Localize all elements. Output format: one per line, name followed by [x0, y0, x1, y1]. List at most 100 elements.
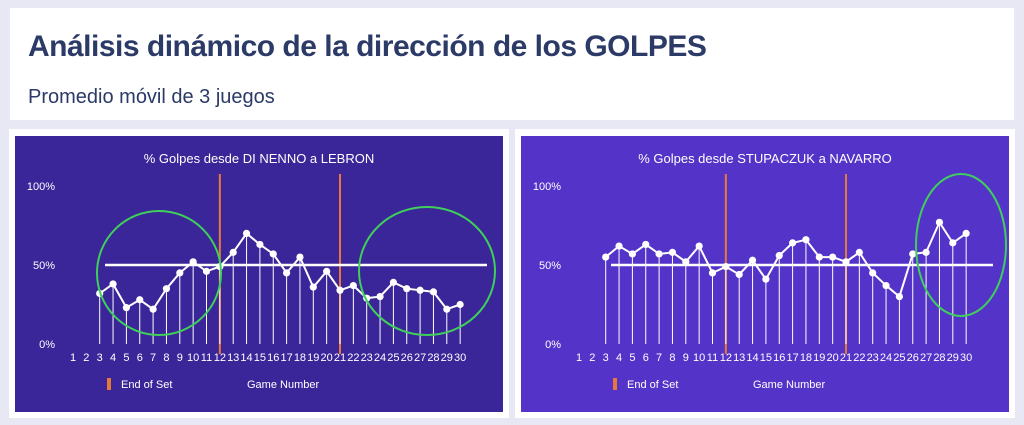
- x-tick-label: 25: [387, 352, 399, 364]
- data-point: [922, 248, 930, 256]
- data-point: [642, 240, 650, 249]
- x-tick-label: 6: [643, 352, 649, 364]
- x-tick-label: 21: [840, 352, 852, 364]
- data-point: [735, 270, 743, 279]
- data-point: [855, 248, 863, 256]
- data-point: [949, 239, 957, 247]
- x-tick-label: 19: [813, 352, 825, 364]
- x-tick-label: 12: [720, 352, 732, 364]
- x-tick-label: 14: [746, 352, 758, 364]
- data-point: [256, 240, 264, 249]
- x-tick-label: 5: [123, 352, 129, 364]
- x-tick-label: 2: [83, 352, 89, 364]
- x-tick-label: 9: [683, 352, 689, 364]
- data-point: [722, 262, 730, 271]
- data-point: [122, 304, 130, 312]
- legend-marker: [613, 378, 617, 390]
- x-tick-label: 22: [347, 352, 359, 364]
- x-tick-label: 11: [201, 352, 212, 364]
- x-tick-label: 7: [656, 352, 662, 364]
- data-point: [403, 285, 411, 293]
- data-point: [269, 250, 277, 258]
- data-point: [189, 258, 197, 266]
- x-tick-label: 29: [441, 352, 453, 364]
- data-point: [695, 242, 703, 250]
- chart-title: % Golpes desde STUPACZUK a NAVARRO: [638, 151, 892, 166]
- data-point: [429, 288, 438, 296]
- x-tick-label: 13: [227, 352, 239, 364]
- x-tick-label: 24: [374, 352, 386, 364]
- x-axis-label: Game Number: [753, 379, 825, 391]
- data-point: [802, 236, 810, 244]
- data-point: [296, 253, 304, 261]
- y-tick-label: 100%: [27, 181, 55, 193]
- x-tick-label: 18: [800, 352, 812, 364]
- x-tick-label: 8: [669, 352, 675, 364]
- data-point: [909, 250, 917, 258]
- x-tick-label: 23: [361, 352, 373, 364]
- x-tick-label: 26: [907, 352, 919, 364]
- y-tick-label: 50%: [539, 260, 561, 272]
- data-point: [242, 229, 251, 237]
- data-point: [815, 253, 823, 261]
- data-point: [668, 248, 677, 256]
- data-point: [708, 269, 717, 277]
- x-tick-label: 10: [187, 352, 199, 364]
- x-tick-label: 7: [150, 352, 156, 364]
- x-tick-label: 9: [177, 352, 183, 364]
- x-tick-label: 16: [773, 352, 785, 364]
- chart-panel-left: % Golpes desde DI NENNO a LEBRON 0% 50% 100…: [9, 129, 509, 418]
- data-point: [416, 286, 424, 294]
- data-point: [456, 300, 464, 309]
- x-tick-label: 19: [307, 352, 319, 364]
- data-point: [389, 278, 397, 286]
- data-point: [309, 283, 317, 291]
- page-subtitle: Promedio móvil de 3 juegos: [28, 86, 275, 108]
- x-tick-label: 6: [137, 352, 143, 364]
- data-point: [323, 267, 331, 275]
- data-point: [748, 256, 757, 264]
- legend-label: End of Set: [627, 379, 678, 391]
- x-tick-label: 23: [867, 352, 879, 364]
- x-tick-label: 21: [334, 352, 346, 364]
- x-tick-label: 28: [427, 352, 439, 364]
- x-tick-label: 4: [616, 352, 622, 364]
- x-tick-label: 17: [280, 352, 292, 364]
- data-point: [615, 242, 623, 250]
- x-tick-label: 1: [70, 352, 76, 364]
- chart-stupaczuk-navarro: % Golpes desde STUPACZUK a NAVARRO 0% 50% 1…: [533, 151, 1007, 391]
- x-tick-label: 13: [733, 352, 745, 364]
- x-tick-label: 17: [786, 352, 798, 364]
- data-point: [149, 305, 157, 313]
- x-tick-label: 18: [294, 352, 306, 364]
- data-point: [349, 281, 357, 290]
- highlight-circle: [915, 173, 1007, 317]
- data-point: [935, 218, 944, 226]
- y-tick-label: 0%: [39, 339, 55, 351]
- x-tick-label: 24: [880, 352, 892, 364]
- chart-di-nenno-lebron: % Golpes desde DI NENNO a LEBRON 0% 50% 100…: [27, 151, 496, 391]
- x-tick-label: 4: [110, 352, 116, 364]
- x-tick-label: 27: [920, 352, 932, 364]
- legend-marker: [107, 378, 111, 390]
- data-point: [762, 275, 770, 283]
- data-point: [829, 253, 837, 261]
- data-point: [682, 258, 690, 266]
- x-tick-label: 30: [454, 352, 466, 364]
- data-point: [202, 267, 211, 275]
- y-tick-label: 0%: [545, 339, 561, 351]
- x-tick-label: 22: [853, 352, 865, 364]
- data-point: [443, 305, 451, 313]
- data-point: [895, 293, 903, 301]
- data-point: [775, 251, 783, 260]
- x-tick-label: 11: [707, 352, 718, 364]
- legend-label: End of Set: [121, 379, 172, 391]
- data-point: [109, 280, 117, 288]
- data-point: [376, 293, 384, 301]
- x-tick-label: 20: [321, 352, 333, 364]
- header: Análisis dinámico de la dirección de los…: [10, 8, 1014, 120]
- data-point: [842, 258, 850, 266]
- data-point: [962, 229, 970, 237]
- series-line: [99, 231, 461, 311]
- y-tick-label: 50%: [33, 260, 55, 272]
